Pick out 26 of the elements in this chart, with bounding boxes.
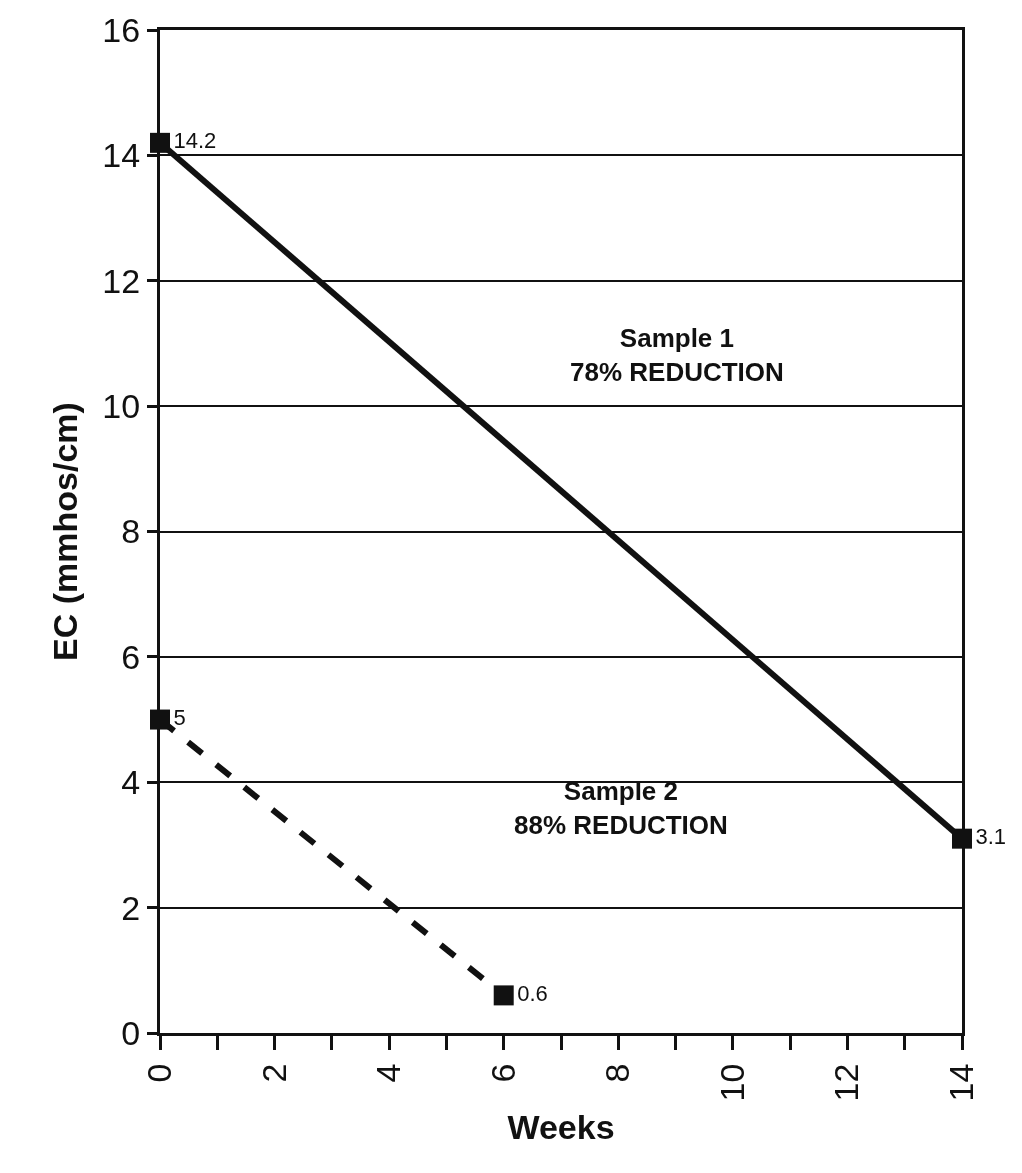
y-axis-title: EC (mmhos/cm) (45, 402, 84, 661)
y-tick-label: 14 (102, 136, 141, 175)
y-tick-label: 2 (121, 888, 141, 927)
y-tick-label: 6 (121, 637, 141, 676)
y-tick-label: 4 (121, 763, 141, 802)
data-label: 5 (173, 705, 186, 731)
x-tick-label: 10 (712, 1063, 751, 1102)
x-tick-label: 0 (140, 1063, 179, 1083)
y-tick-label: 0 (121, 1013, 141, 1052)
data-label: 14.2 (173, 128, 217, 154)
x-axis-title: Weeks (507, 1107, 615, 1146)
data-label: 3.1 (975, 824, 1007, 850)
y-tick-label: 16 (102, 10, 141, 49)
annotation: Sample 1 78% REDUCTION (570, 323, 784, 387)
x-tick-label: 6 (483, 1063, 522, 1083)
x-tick-label: 2 (254, 1063, 293, 1083)
x-tick-label: 12 (827, 1063, 866, 1102)
data-label: 0.6 (517, 980, 548, 1006)
y-tick-label: 8 (121, 512, 141, 551)
x-tick-label: 14 (942, 1063, 981, 1102)
y-tick-label: 10 (102, 387, 141, 426)
x-tick-label: 4 (369, 1063, 408, 1083)
point (493, 985, 514, 1006)
annotation: Sample 2 88% REDUCTION (514, 776, 728, 840)
y-tick-label: 12 (102, 261, 141, 300)
x-tick-label: 8 (598, 1063, 637, 1083)
